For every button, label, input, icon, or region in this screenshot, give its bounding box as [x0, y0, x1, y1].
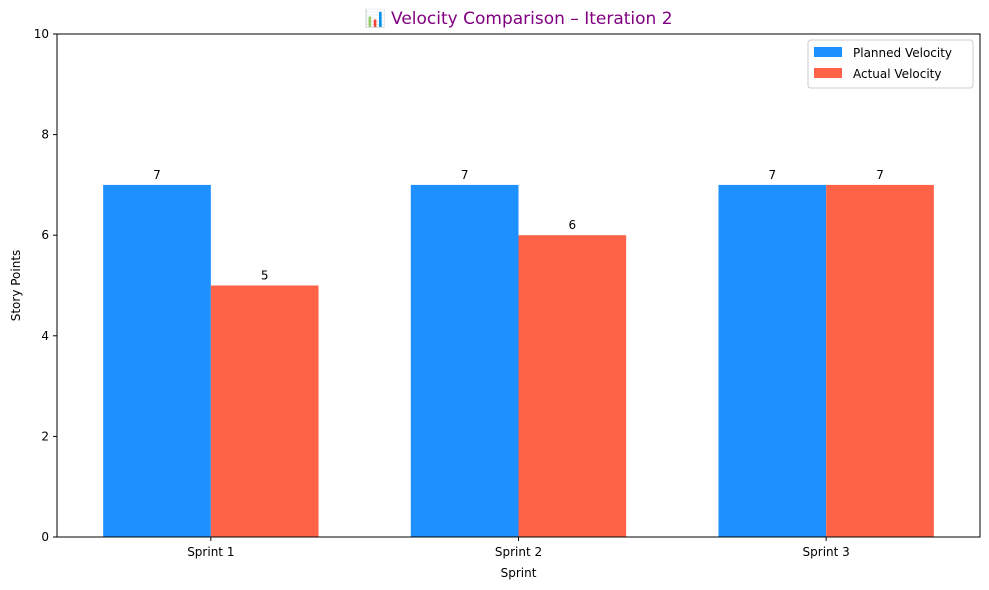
y-tick-label: 10	[34, 27, 49, 41]
y-tick-label: 4	[41, 329, 49, 343]
x-tick-label: Sprint 1	[187, 545, 234, 559]
y-tick-label: 6	[41, 228, 49, 242]
y-tick-label: 8	[41, 128, 49, 142]
data-label-actual-2: 6	[569, 218, 577, 232]
axes-layer: 0 2 4 6 8 10 Sprint 1 Sprint 2 Sprint 3	[34, 27, 981, 559]
x-tick-label: Sprint 2	[495, 545, 542, 559]
y-tick-label: 0	[41, 530, 49, 544]
data-label-planned-3: 7	[769, 168, 777, 182]
legend-swatch-actual	[814, 68, 842, 78]
bar-planned-2	[410, 184, 519, 537]
data-label-actual-1: 5	[261, 269, 269, 283]
bar-actual-1	[210, 285, 319, 537]
legend-label-actual: Actual Velocity	[853, 67, 941, 81]
bar-planned-3	[718, 184, 827, 537]
data-labels-layer: 7 5 7 6 7 7	[153, 168, 884, 283]
chart-title: 📊 Velocity Comparison – Iteration 2	[364, 8, 672, 29]
y-axis-label: Story Points	[9, 250, 23, 322]
legend-swatch-planned	[814, 47, 842, 57]
legend-label-planned: Planned Velocity	[853, 46, 952, 60]
bar-planned-1	[103, 184, 211, 537]
bars-layer	[103, 184, 934, 537]
legend-box	[807, 39, 974, 89]
data-label-actual-3: 7	[876, 168, 884, 182]
legend: Planned Velocity Actual Velocity	[807, 39, 974, 89]
bar-actual-3	[826, 184, 934, 537]
data-label-planned-2: 7	[461, 168, 469, 182]
x-axis-label: Sprint	[501, 566, 537, 580]
data-label-planned-1: 7	[153, 168, 161, 182]
y-tick-label: 2	[41, 429, 49, 443]
x-tick-label: Sprint 3	[803, 545, 850, 559]
bar-actual-2	[518, 235, 627, 537]
